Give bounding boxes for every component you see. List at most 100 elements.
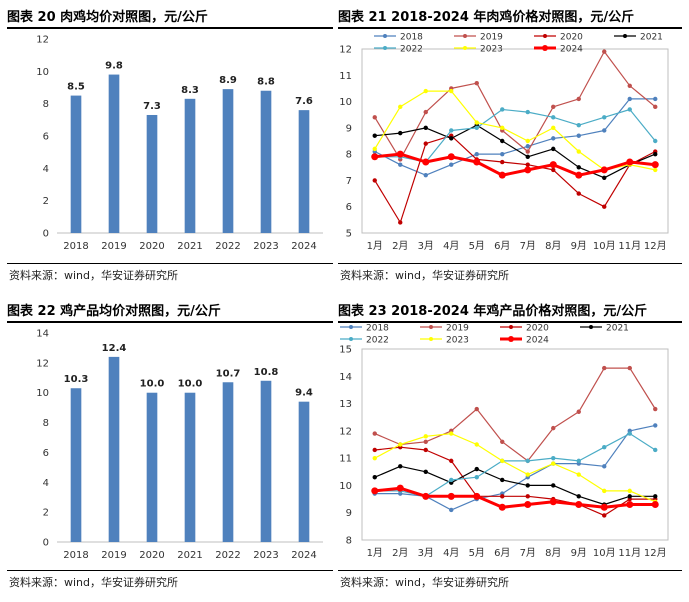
- x-tick-label: 5月: [469, 240, 485, 252]
- data-label: 10.7: [216, 368, 241, 379]
- panel-chart-21: 图表 21 2018-2024 年肉鸡价格对照图，元/公斤 5 6 7 8 9 10 11 1…: [338, 6, 682, 288]
- data-point: [551, 461, 556, 466]
- x-tick-label: 2019: [101, 241, 126, 252]
- legend-label: 2022: [366, 336, 389, 346]
- data-point: [551, 125, 556, 131]
- x-tick-label: 3月: [418, 240, 434, 252]
- data-point: [653, 96, 658, 102]
- x-tick-label: 2月: [392, 240, 408, 252]
- data-label: 8.3: [181, 85, 199, 96]
- y-tick-label: 4: [43, 478, 49, 489]
- title-divider: [7, 27, 333, 29]
- data-point: [449, 477, 454, 483]
- x-tick-label: 8月: [545, 240, 561, 252]
- data-point: [474, 442, 479, 447]
- y-tick-label: 4: [43, 164, 49, 175]
- y-tick-label: 7: [346, 176, 352, 187]
- y-tick-label: 11: [339, 454, 352, 465]
- data-point: [576, 458, 581, 464]
- x-tick-label: 5月: [469, 547, 485, 559]
- data-point: [372, 431, 377, 436]
- data-point: [653, 494, 658, 499]
- data-point: [449, 458, 454, 464]
- data-point: [398, 104, 403, 110]
- data-point: [627, 96, 632, 102]
- x-tick-label: 11月: [618, 240, 641, 252]
- data-point: [422, 158, 430, 166]
- x-tick-label: 12月: [644, 547, 667, 559]
- y-tick-label: 14: [36, 329, 49, 340]
- data-label: 10.0: [178, 379, 203, 390]
- title-divider: [7, 321, 333, 323]
- data-point: [653, 167, 658, 173]
- y-tick-label: 6: [43, 132, 49, 143]
- y-tick-label: 10: [36, 388, 49, 399]
- source-note: 资料来源：wind，华安证券研究所: [9, 269, 179, 282]
- data-point: [398, 442, 403, 447]
- data-point: [372, 133, 377, 138]
- x-tick-label: 7月: [520, 240, 536, 252]
- data-point: [627, 83, 632, 88]
- panel-chart-20: 图表 20 肉鸡均价对照图，元/公斤 0 2 4 6 8 10 12 8.5 2018 9.8 20…: [7, 6, 333, 288]
- y-tick-label: 9: [346, 123, 352, 134]
- line-chart-chicken-products-monthly: 8 9 10 11 12 13 14 15 1月 2月 3月 4月 5月 6月 7月 8月 9月 10月 11月 12…: [339, 324, 669, 559]
- source-divider: [338, 263, 682, 264]
- bar: [70, 95, 82, 233]
- data-point: [653, 447, 658, 453]
- y-tick-label: 12: [36, 35, 49, 46]
- legend-label: 2021: [606, 324, 629, 334]
- bar-chart-broiler-avg: 0 2 4 6 8 10 12 8.5 2018 9.8 2019 7.3 2020 8.3 2021 8.9…: [36, 35, 323, 252]
- x-tick-label: 10月: [593, 547, 616, 559]
- data-point: [447, 153, 455, 161]
- data-point: [371, 487, 379, 495]
- bar: [260, 90, 272, 233]
- y-tick-label: 8: [346, 150, 352, 161]
- data-point: [473, 158, 481, 166]
- legend-marker: [509, 325, 513, 329]
- y-tick-label: 6: [43, 448, 49, 459]
- data-point: [549, 498, 557, 506]
- bar: [222, 89, 234, 233]
- bar-chart-chicken-products-avg: 0 2 4 6 8 10 12 14 10.3 2018 12.4 2019 10.0 2020 10.0 2…: [36, 329, 323, 561]
- data-point: [500, 151, 505, 157]
- data-point: [372, 178, 377, 183]
- y-tick-label: 12: [36, 358, 49, 369]
- data-point: [423, 439, 428, 444]
- data-point: [500, 494, 505, 499]
- data-label: 12.4: [102, 343, 127, 354]
- data-label: 10.0: [140, 379, 165, 390]
- data-point: [653, 151, 658, 157]
- series-line: [374, 108, 656, 163]
- legend-label: 2018: [400, 33, 423, 43]
- x-tick-label: 4月: [443, 547, 459, 559]
- data-point: [576, 133, 581, 138]
- series-line: [374, 486, 656, 509]
- data-point: [576, 96, 581, 102]
- bar: [260, 380, 272, 542]
- data-point: [651, 161, 659, 169]
- data-point: [575, 501, 583, 509]
- data-point: [500, 458, 505, 464]
- data-point: [423, 141, 428, 146]
- data-point: [498, 503, 506, 511]
- legend-marker: [349, 325, 353, 329]
- bar: [146, 392, 158, 542]
- x-tick-label: 6月: [494, 240, 510, 252]
- y-tick-label: 2: [43, 196, 49, 207]
- y-tick-label: 12: [339, 45, 352, 56]
- bar: [108, 74, 120, 233]
- data-point: [423, 469, 428, 474]
- x-tick-label: 3月: [418, 547, 434, 559]
- y-tick-label: 6: [346, 202, 352, 213]
- data-point: [602, 488, 607, 494]
- data-point: [372, 115, 377, 120]
- data-point: [423, 172, 428, 178]
- y-tick-label: 10: [339, 97, 352, 108]
- legend-label: 2022: [400, 45, 423, 55]
- series-line: [374, 432, 656, 503]
- data-point: [602, 115, 607, 120]
- data-point: [449, 162, 454, 167]
- x-tick-label: 2020: [139, 241, 164, 252]
- series-line: [374, 367, 656, 462]
